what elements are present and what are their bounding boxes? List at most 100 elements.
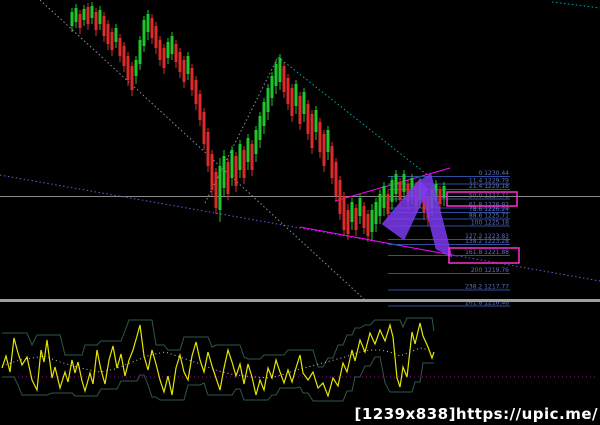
candle-body — [162, 48, 166, 68]
fib-level-label: 61.8 1226.92 — [469, 202, 509, 209]
candle-body — [402, 174, 406, 192]
candle-body — [294, 84, 298, 106]
candle-body — [306, 104, 310, 134]
candle-body — [206, 132, 210, 166]
fib-level-label: 238.2 1217.77 — [465, 284, 509, 291]
candle-body — [90, 6, 94, 18]
candle-body — [70, 12, 74, 26]
fib-level-label: 127.2 1223.83 — [465, 233, 509, 240]
candle-body — [334, 162, 338, 196]
candle-body — [190, 68, 194, 90]
fib-level-label: 50.0 1227.71 — [469, 193, 509, 200]
candle-body — [146, 14, 150, 32]
oscillator-upper-band — [2, 317, 435, 368]
candle-body — [262, 102, 266, 126]
candle-body — [214, 172, 218, 208]
candle-body — [134, 60, 138, 76]
candle-body — [194, 80, 198, 104]
highlight-box[interactable] — [448, 247, 520, 264]
candle-body — [442, 186, 446, 198]
candle-body — [342, 196, 346, 230]
oscillator-main-line — [1, 322, 435, 398]
candle-body — [302, 92, 306, 114]
candle-body — [202, 112, 206, 144]
candle-body — [278, 58, 282, 82]
trendline — [551, 1, 600, 9]
candle-body — [318, 122, 322, 152]
candle-body — [174, 44, 178, 62]
candle-body — [86, 7, 90, 24]
candle-body — [350, 202, 354, 222]
candle-body — [82, 9, 86, 20]
candle-body — [242, 150, 246, 178]
candle-body — [150, 18, 154, 38]
candle-body — [386, 194, 390, 214]
candle-body — [410, 178, 414, 196]
candle-body — [326, 130, 330, 152]
candle-body — [370, 210, 374, 232]
candle-body — [314, 110, 318, 132]
oscillator-signal-line — [1, 347, 431, 379]
candle-body — [234, 156, 238, 186]
highlight-box[interactable] — [446, 191, 518, 207]
candle-body — [270, 76, 274, 98]
candle-body — [218, 166, 222, 210]
fib-level-label: 21.4 1229.18 — [469, 183, 509, 190]
fib-level-label: 88.6 1225.71 — [469, 213, 509, 220]
panel-separator — [0, 299, 600, 302]
pattern-polygon — [418, 173, 453, 258]
fib-level-label: 161.8 1221.88 — [465, 249, 509, 256]
candle-body — [102, 16, 106, 36]
candle-body — [170, 36, 174, 54]
candle-body — [74, 8, 78, 22]
candle-body — [358, 198, 362, 216]
oscillator-lower-band — [2, 356, 434, 402]
candle-body — [126, 56, 130, 80]
candle-body — [438, 190, 442, 204]
candle-body — [110, 32, 114, 50]
candle-body — [338, 180, 342, 214]
candle-body — [434, 184, 438, 200]
candle-body — [226, 162, 230, 194]
candle-body — [94, 12, 98, 30]
candle-body — [274, 64, 278, 86]
candle-body — [322, 134, 326, 166]
candle-body — [286, 78, 290, 104]
candle-body — [390, 180, 394, 202]
candle-body — [254, 130, 258, 154]
candle-body — [282, 66, 286, 92]
candle-body — [374, 202, 378, 224]
fib-level-label: 100 1225.18 — [471, 220, 509, 227]
candle-body — [186, 56, 190, 74]
fib-level-label: 0 1230.44 — [478, 170, 509, 177]
candle-body — [310, 114, 314, 148]
watermark-text: [1239x838]https://upic.me/ — [354, 405, 598, 423]
candle-body — [158, 40, 162, 60]
fib-level-label: 261.8 1216.46 — [465, 300, 509, 307]
trendline — [277, 56, 431, 178]
candle-body — [198, 94, 202, 120]
candle-body — [378, 194, 382, 216]
candle-body — [222, 156, 226, 188]
candle-body — [230, 150, 234, 178]
candle-body — [290, 88, 294, 116]
candle-body — [210, 154, 214, 190]
candle-body — [142, 20, 146, 46]
candle-body — [118, 38, 122, 56]
candle-body — [106, 24, 110, 44]
candle-body — [330, 146, 334, 178]
candle-body — [298, 96, 302, 124]
candle-body — [114, 28, 118, 42]
candle-body — [250, 144, 254, 170]
candle-body — [166, 42, 170, 58]
candle-body — [362, 206, 366, 228]
candle-body — [394, 174, 398, 194]
candle-body — [346, 210, 350, 234]
fib-level-label: 11.4 1229.79 — [469, 178, 509, 185]
candle-body — [258, 116, 262, 140]
candle-body — [182, 60, 186, 82]
trendline — [299, 226, 458, 257]
trendline — [204, 56, 279, 204]
fib-level-label: 78.6 1226.24 — [469, 206, 509, 213]
